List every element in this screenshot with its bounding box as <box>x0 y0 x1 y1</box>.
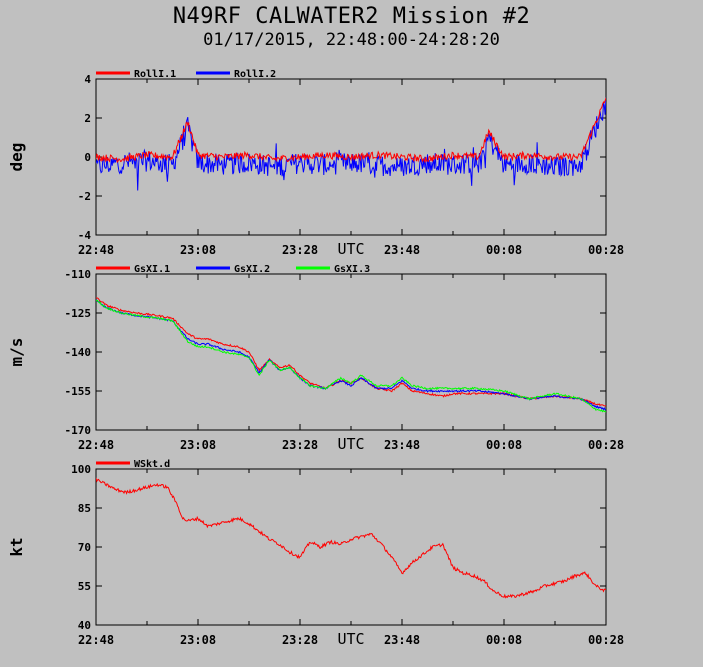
y-tick-label: 40 <box>78 619 91 632</box>
y-tick-label: 70 <box>78 541 91 554</box>
x-tick-label: 00:28 <box>588 438 624 452</box>
x-tick-label: 00:08 <box>486 438 522 452</box>
x-tick-label: 22:48 <box>78 633 114 647</box>
y-tick-label: 0 <box>84 151 91 164</box>
x-tick-label: 23:08 <box>180 633 216 647</box>
y-tick-label: 100 <box>71 463 91 476</box>
x-tick-label: 23:48 <box>384 633 420 647</box>
x-tick-label: 22:48 <box>78 438 114 452</box>
chart-subtitle: 01/17/2015, 22:48:00-24:28:20 <box>203 30 500 50</box>
x-tick-label: 00:28 <box>588 243 624 257</box>
y-tick-label: -155 <box>65 385 92 398</box>
x-axis-label: UTC <box>337 630 364 648</box>
y-axis-label: m/s <box>7 338 26 367</box>
x-tick-label: 23:08 <box>180 243 216 257</box>
x-tick-label: 23:28 <box>282 243 318 257</box>
y-tick-label: -125 <box>65 307 92 320</box>
x-tick-label: 23:08 <box>180 438 216 452</box>
y-axis-label: deg <box>7 143 26 172</box>
series-line-gsxi-1 <box>96 297 606 407</box>
legend-label: GsXI.1 <box>134 264 170 275</box>
series-line-wskt-d <box>96 477 606 599</box>
x-tick-label: 00:08 <box>486 243 522 257</box>
x-tick-label: 23:28 <box>282 438 318 452</box>
legend-label: GsXI.3 <box>334 264 370 275</box>
y-axis-label: kt <box>7 537 26 556</box>
y-tick-label: -170 <box>65 424 92 437</box>
x-axis-label: UTC <box>337 435 364 453</box>
series-line-rolli-2 <box>96 97 606 191</box>
plot-frame-3 <box>95 468 607 626</box>
y-tick-label: 55 <box>78 580 91 593</box>
x-axis-label: UTC <box>337 240 364 258</box>
x-tick-label: 22:48 <box>78 243 114 257</box>
series-line-gsxi-3 <box>96 299 606 413</box>
legend-label: RollI.1 <box>134 69 176 80</box>
x-tick-label: 00:08 <box>486 633 522 647</box>
y-tick-label: 85 <box>78 502 91 515</box>
legend-label: GsXI.2 <box>234 264 270 275</box>
y-tick-label: -140 <box>65 346 92 359</box>
y-tick-label: -2 <box>78 190 91 203</box>
series-line-rolli-1 <box>96 97 606 164</box>
x-tick-label: 00:28 <box>588 633 624 647</box>
x-tick-label: 23:48 <box>384 243 420 257</box>
y-tick-label: 2 <box>84 112 91 125</box>
x-tick-label: 23:48 <box>384 438 420 452</box>
y-tick-label: 4 <box>84 73 91 86</box>
y-tick-label: -4 <box>78 229 92 242</box>
legend-label: RollI.2 <box>234 69 276 80</box>
legend-label: WSkt.d <box>134 459 170 470</box>
x-tick-label: 23:28 <box>282 633 318 647</box>
plot-frame-2 <box>95 273 607 431</box>
y-tick-label: -110 <box>65 268 92 281</box>
chart-title: N49RF CALWATER2 Mission #2 <box>172 4 531 29</box>
series-line-gsxi-2 <box>96 299 606 411</box>
